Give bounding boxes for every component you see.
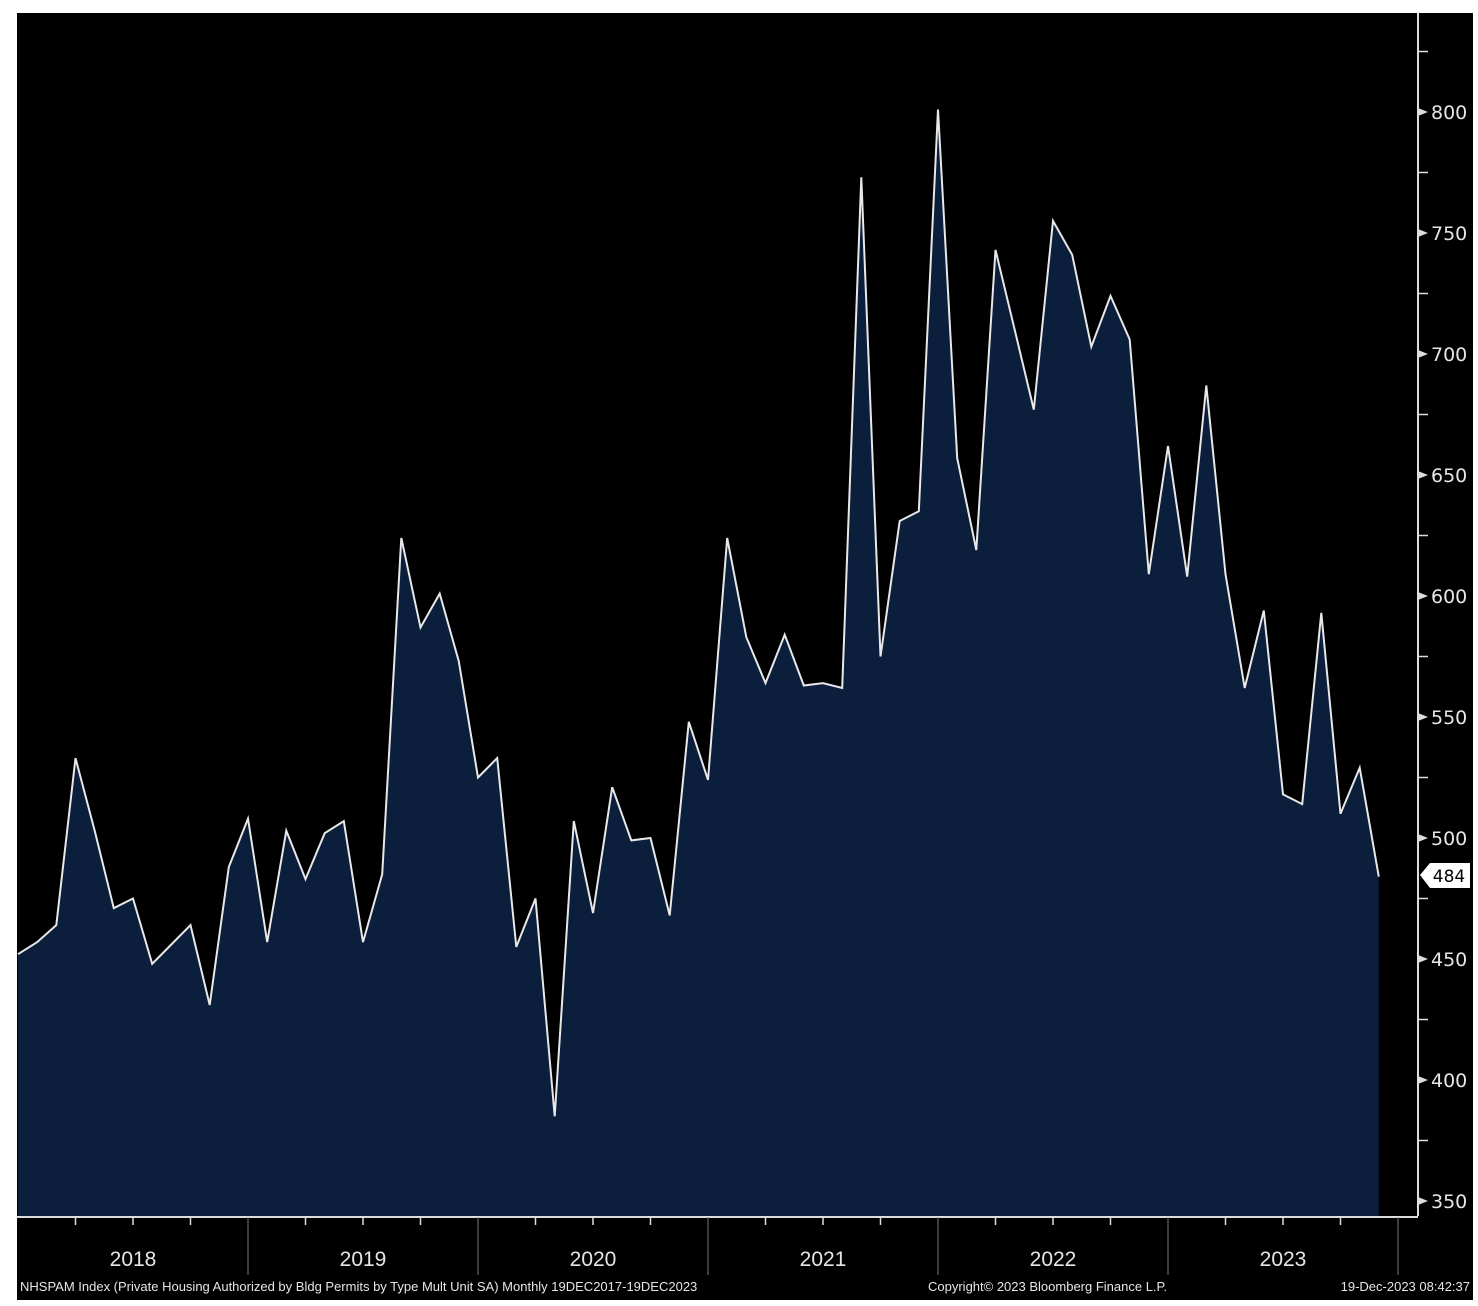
footer-description: NHSPAM Index (Private Housing Authorized…	[20, 1279, 697, 1294]
series-line	[17, 109, 1380, 1117]
y-tick-label: 550	[1431, 707, 1467, 729]
y-major-tick	[1418, 713, 1428, 721]
y-tick-label: 650	[1431, 465, 1467, 487]
y-tick-label: 350	[1431, 1191, 1467, 1213]
year-label: 2019	[340, 1248, 387, 1271]
y-tick-label: 450	[1431, 949, 1467, 971]
y-tick-label: 500	[1431, 828, 1467, 850]
year-label: 2020	[570, 1248, 617, 1271]
footer-timestamp: 19-Dec-2023 08:42:37	[1341, 1279, 1470, 1294]
y-tick-label: 750	[1431, 223, 1467, 245]
y-axis: 350 400 450 500 550 600 650 700 750 800	[1417, 13, 1467, 1216]
plot-area	[17, 109, 1380, 1217]
y-major-tick	[1418, 471, 1428, 479]
year-label: 2022	[1030, 1248, 1077, 1271]
x-axis: 2018 2019 2020 2021 2022 2023	[17, 1216, 1418, 1275]
y-major-tick	[1418, 229, 1428, 237]
y-major-tick	[1418, 108, 1428, 116]
y-major-tick	[1418, 592, 1428, 600]
last-value-marker: 484	[1420, 863, 1470, 888]
footer-copyright: Copyright© 2023 Bloomberg Finance L.P.	[928, 1279, 1167, 1294]
y-major-tick	[1418, 955, 1428, 963]
y-major-tick	[1418, 1197, 1428, 1205]
y-major-tick	[1418, 1076, 1428, 1084]
y-tick-label: 400	[1431, 1070, 1467, 1092]
y-tick-label: 600	[1431, 586, 1467, 608]
last-value-label: 484	[1433, 867, 1465, 887]
year-label: 2023	[1260, 1248, 1307, 1271]
y-major-tick	[1418, 834, 1428, 842]
y-tick-label: 700	[1431, 344, 1467, 366]
y-tick-label: 800	[1431, 102, 1467, 124]
y-major-tick	[1418, 350, 1428, 358]
year-label: 2018	[110, 1248, 157, 1271]
area-fill	[18, 109, 1379, 1217]
year-label: 2021	[800, 1248, 847, 1271]
